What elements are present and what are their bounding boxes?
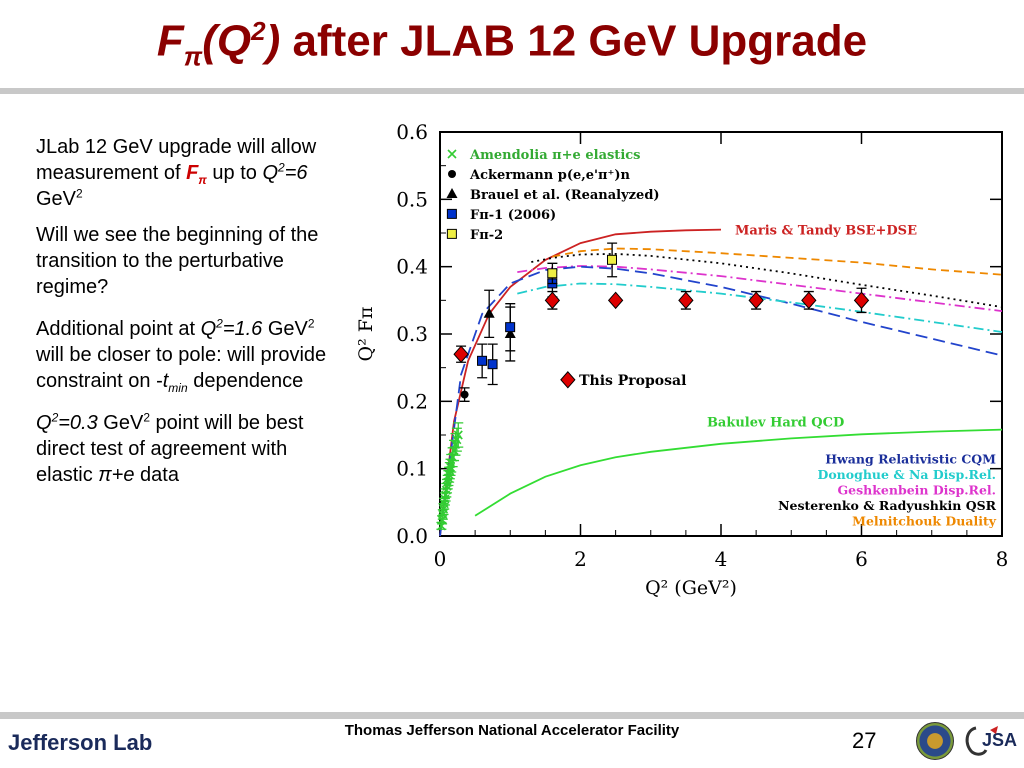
data-point [447,149,457,159]
bullet-list: JLab 12 GeV upgrade will allow measureme… [36,134,346,498]
curve-line [439,228,722,537]
jsa-logo-icon: JSA [965,726,1017,756]
data-point [453,430,463,440]
data-point [748,291,764,310]
data-point [544,291,561,310]
data-point [453,345,469,363]
curve-label-bakulev: Bakulev Hard QCD [707,416,844,431]
model-legend-label: Geshkenbein Disp.Rel. [838,482,997,497]
x-tick-label: 6 [855,547,868,571]
x-tick-label: 0 [434,547,447,571]
doe-seal-icon [916,722,954,760]
data-point [607,291,624,310]
y-tick-label: 0.5 [396,187,428,211]
legend-label: Amendolia π+e elastics [469,148,641,163]
y-tick-label: 0.6 [396,120,428,144]
y-tick-label: 0.1 [396,457,428,481]
data-point [505,322,516,333]
bullet-4: Q2=0.3 GeV2 point will be best direct te… [36,410,304,486]
curve-label-maris: Maris & Tandy BSE+DSE [735,224,917,239]
curve-line [474,428,1003,517]
x-tick-label: 8 [996,547,1009,571]
y-tick-label: 0.0 [396,524,428,548]
data-point [801,291,817,310]
data-point [487,359,498,370]
data-point [547,268,558,279]
data-point [446,208,457,219]
curve-line [531,252,1003,308]
x-tick-label: 4 [715,547,728,571]
y-axis-label: Q² Fπ [355,307,377,362]
model-legend-label: Hwang Relativistic CQM [825,451,996,466]
bullet-1: JLab 12 GeV upgrade will allow measureme… [36,136,317,210]
y-tick-label: 0.4 [396,255,428,279]
model-legend-label: Donoghue & Na Disp.Rel. [818,467,997,482]
footer-text: Thomas Jefferson National Accelerator Fa… [344,722,680,739]
x-tick-label: 2 [574,547,587,571]
data-point [448,170,456,178]
y-tick-label: 0.3 [396,322,428,346]
legend-label: Fπ-2 [470,228,503,243]
y-tick-label: 0.2 [396,389,428,413]
legend-label: Ackermann p(e,e'π⁺)n [469,168,631,183]
bullet-2: Will we see the beginning of the transit… [36,224,319,298]
data-point [853,291,870,310]
jefferson-lab-logo: Jefferson Lab [8,730,153,755]
data-point [446,188,458,198]
footer-divider [0,712,1024,719]
data-point [445,466,455,476]
x-axis-label: Q² (GeV²) [645,577,737,599]
model-legend-label: Melnitchouk Duality [852,513,997,528]
legend-label: Brauel et al. (Reanalyzed) [470,188,660,203]
model-legend-label: Nesterenko & Radyushkin QSR [778,498,997,513]
data-point [560,371,576,389]
title-divider [0,88,1024,94]
curve-line [552,247,1003,276]
data-point [678,291,694,310]
data-point [477,355,488,366]
slide-title: Fπ(Q2) after JLAB 12 GeV Upgrade [156,16,868,72]
page-number: 27 [852,728,877,753]
legend-label: Fπ-1 (2006) [470,208,556,223]
fpi-chart: 0 2 4 6 8 0.0 0.1 0.2 0.3 0.4 0.5 0.6 Q² (GeV²) Q² Fπ… [355,120,1009,599]
bullet-3: Additional point at Q2=1.6 GeV2 will be … [36,316,327,395]
data-point [460,390,469,399]
curve-line [517,265,1003,312]
curve-line [439,265,1003,537]
data-point [606,254,617,265]
proposal-legend-label: This Proposal [579,373,686,389]
curve-line [517,282,1003,333]
data-point [483,307,495,318]
svg-text:JSA: JSA [982,730,1017,750]
data-point [446,228,457,239]
